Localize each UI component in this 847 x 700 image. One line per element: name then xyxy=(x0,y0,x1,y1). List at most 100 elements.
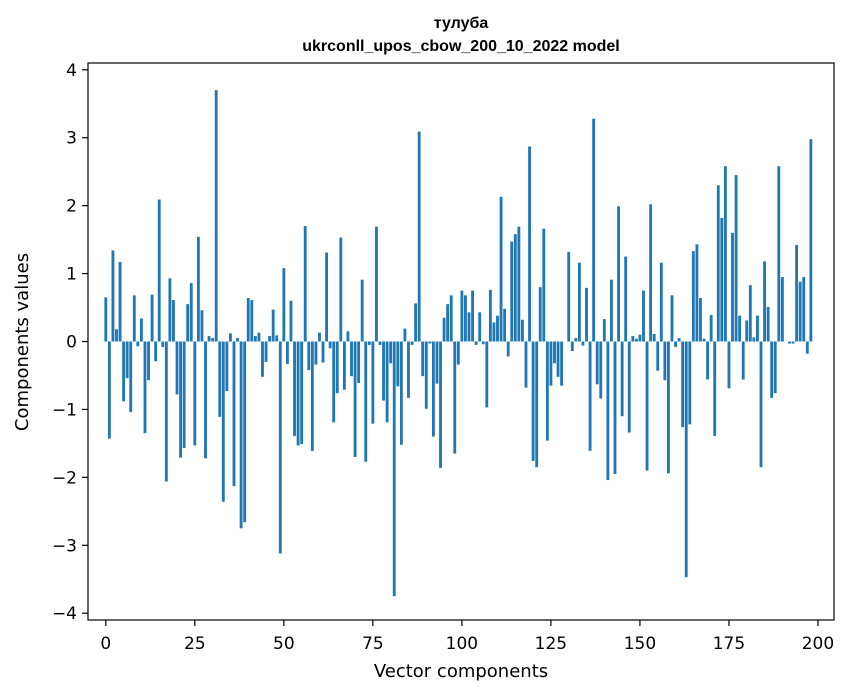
x-tick-label: 25 xyxy=(184,634,206,654)
bar xyxy=(652,334,656,342)
bar xyxy=(229,333,232,342)
bar xyxy=(802,276,806,342)
bar xyxy=(346,331,350,342)
bar xyxy=(773,341,777,394)
bar xyxy=(175,341,179,395)
bar xyxy=(610,279,613,342)
bar xyxy=(399,341,403,445)
bar xyxy=(221,341,225,502)
bar xyxy=(695,244,699,342)
bar xyxy=(510,241,514,342)
y-tick-label: 2 xyxy=(66,197,77,217)
bar xyxy=(285,341,289,364)
bar xyxy=(684,341,688,578)
bar xyxy=(111,250,115,342)
bar xyxy=(553,341,556,364)
bar xyxy=(161,341,165,347)
bar xyxy=(670,295,674,342)
bar xyxy=(577,262,581,342)
bar xyxy=(485,341,489,408)
bar xyxy=(214,90,218,342)
bar xyxy=(154,341,158,362)
bar xyxy=(342,341,346,390)
bar xyxy=(389,341,393,364)
bar xyxy=(788,341,791,344)
bar xyxy=(282,268,286,342)
bar xyxy=(702,338,706,342)
bar xyxy=(417,131,421,342)
bar xyxy=(627,341,631,433)
bar xyxy=(449,295,453,342)
y-tick-label: 4 xyxy=(66,61,77,81)
bar xyxy=(481,341,485,345)
bar xyxy=(129,341,133,413)
bar xyxy=(421,341,425,377)
bar xyxy=(211,338,215,342)
bar xyxy=(407,341,410,398)
y-axis-label: Components values xyxy=(12,253,33,431)
bar xyxy=(492,322,496,342)
bar xyxy=(350,341,353,377)
bar xyxy=(691,251,695,342)
bar xyxy=(681,341,685,428)
bar xyxy=(663,341,667,381)
bar xyxy=(239,341,243,529)
bar xyxy=(456,341,460,365)
bar xyxy=(218,341,222,417)
bar xyxy=(385,341,389,423)
bar xyxy=(132,295,136,342)
bar xyxy=(321,341,325,363)
bar xyxy=(756,315,759,342)
bar xyxy=(599,341,603,399)
bar xyxy=(674,341,677,347)
bar xyxy=(403,328,407,342)
bar xyxy=(172,300,175,342)
y-tick-label: −3 xyxy=(52,536,77,556)
bar xyxy=(200,310,204,342)
bar xyxy=(143,341,147,434)
bars-group xyxy=(104,90,813,597)
bar xyxy=(122,341,126,402)
bar xyxy=(513,234,517,342)
bar xyxy=(325,252,329,342)
bar xyxy=(460,290,464,342)
bar xyxy=(606,341,610,481)
bar xyxy=(278,341,282,554)
bar xyxy=(364,341,368,462)
bar xyxy=(125,341,129,379)
bar xyxy=(196,236,200,342)
bar xyxy=(335,341,339,394)
x-axis-label: Vector components xyxy=(374,661,548,682)
x-tick-label: 75 xyxy=(362,634,384,654)
bar xyxy=(560,341,564,386)
bar xyxy=(147,341,150,381)
bar xyxy=(542,228,546,342)
bar xyxy=(745,320,749,342)
bar xyxy=(246,298,250,342)
bar xyxy=(293,341,296,436)
bar xyxy=(545,341,549,441)
bar xyxy=(531,341,535,462)
bar xyxy=(300,341,304,445)
bar xyxy=(257,332,261,342)
bar xyxy=(261,341,264,377)
bar xyxy=(467,312,471,342)
x-tick-label: 125 xyxy=(535,634,567,654)
bar xyxy=(798,281,802,342)
y-tick-label: 0 xyxy=(66,333,77,353)
bar xyxy=(360,279,364,342)
bar xyxy=(410,341,414,345)
y-axis: −4 −3 −2 −1 0 1 2 3 4 xyxy=(52,61,88,624)
bar xyxy=(791,341,795,344)
bar xyxy=(442,317,446,342)
bar xyxy=(439,341,442,468)
bar xyxy=(471,290,474,342)
bar xyxy=(567,251,571,342)
bar xyxy=(634,338,638,342)
bar xyxy=(503,308,507,342)
bar xyxy=(713,341,717,436)
bar xyxy=(396,341,400,387)
bar xyxy=(748,285,752,342)
bar xyxy=(666,341,670,474)
bar xyxy=(328,341,332,349)
